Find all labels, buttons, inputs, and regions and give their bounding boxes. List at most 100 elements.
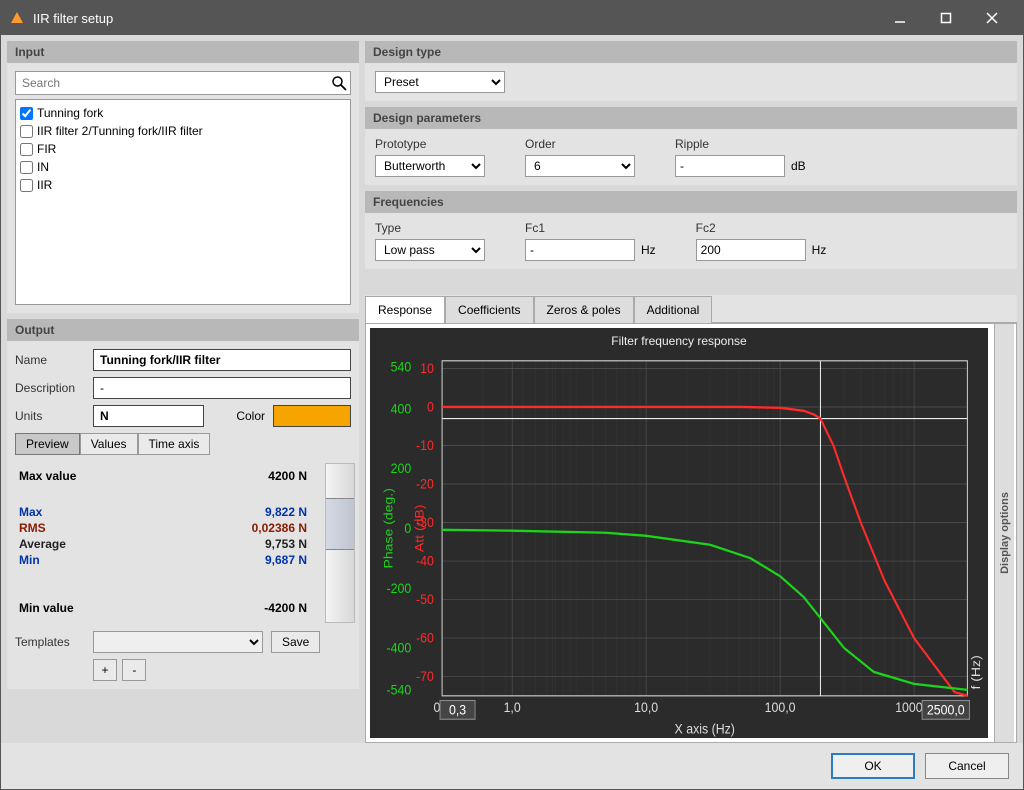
response-chart[interactable]: Filter frequency response 100-10-20-30-4…: [370, 328, 988, 738]
templates-select[interactable]: [93, 631, 263, 653]
input-checkbox[interactable]: [20, 107, 33, 120]
minvalue-label: Min value: [19, 601, 74, 615]
maximize-button[interactable]: [923, 1, 969, 35]
input-item-label: Tunning fork: [37, 106, 103, 120]
svg-text:-20: -20: [416, 476, 434, 492]
svg-text:10: 10: [420, 360, 434, 376]
frequencies-header: Frequencies: [365, 191, 1017, 213]
name-input[interactable]: [93, 349, 351, 371]
cancel-button[interactable]: Cancel: [925, 753, 1009, 779]
svg-text:540: 540: [391, 359, 412, 375]
tab-coefficients[interactable]: Coefficients: [445, 296, 533, 323]
input-item-label: IIR: [37, 178, 52, 192]
svg-text:0,3: 0,3: [449, 702, 466, 718]
stats-panel: Max value4200 N Max9,822 N RMS0,02386 N …: [15, 463, 351, 621]
save-template-button[interactable]: Save: [271, 631, 320, 653]
maxvalue: 4200 N: [268, 469, 307, 483]
footer: OK Cancel: [1, 743, 1023, 789]
svg-text:Att (dB): Att (dB): [412, 505, 426, 553]
fc2-unit: Hz: [812, 243, 827, 257]
input-item-label: IN: [37, 160, 49, 174]
input-item-label: IIR filter 2/Tunning fork/IIR filter: [37, 124, 203, 138]
description-input[interactable]: [93, 377, 351, 399]
input-list-item[interactable]: Tunning fork: [20, 104, 346, 122]
tab-response[interactable]: Response: [365, 296, 445, 323]
input-list-item[interactable]: IN: [20, 158, 346, 176]
ok-button[interactable]: OK: [831, 753, 915, 779]
svg-text:f (Hz): f (Hz): [969, 655, 983, 689]
design-type-section: Design type Preset: [365, 41, 1017, 101]
input-section: Input Tunning forkIIR filter 2/Tunning f…: [7, 41, 359, 313]
svg-text:-40: -40: [416, 553, 434, 569]
ripple-label: Ripple: [675, 137, 806, 151]
rms-label: RMS: [19, 521, 46, 535]
view-tabs: PreviewValuesTime axis: [15, 433, 351, 455]
app-icon: [9, 10, 25, 26]
svg-text:-50: -50: [416, 591, 434, 607]
search-icon: [331, 75, 347, 94]
svg-text:-10: -10: [416, 437, 434, 453]
prototype-label: Prototype: [375, 137, 485, 151]
minimize-button[interactable]: [877, 1, 923, 35]
svg-text:-400: -400: [386, 640, 411, 656]
prototype-select[interactable]: Butterworth: [375, 155, 485, 177]
svg-text:-60: -60: [416, 630, 434, 646]
svg-text:200: 200: [391, 460, 412, 476]
view-tab-time-axis[interactable]: Time axis: [138, 433, 211, 455]
name-label: Name: [15, 353, 85, 367]
input-list-item[interactable]: FIR: [20, 140, 346, 158]
filter-type-select[interactable]: Low pass: [375, 239, 485, 261]
svg-text:10,0: 10,0: [634, 699, 658, 715]
input-checkbox[interactable]: [20, 125, 33, 138]
input-checkbox[interactable]: [20, 161, 33, 174]
search-input[interactable]: [15, 71, 351, 95]
input-list[interactable]: Tunning fork IIR filter 2/Tunning fork/II…: [15, 99, 351, 305]
minvalue: -4200 N: [264, 601, 307, 615]
fc1-label: Fc1: [525, 221, 656, 235]
input-checkbox[interactable]: [20, 179, 33, 192]
tab-additional[interactable]: Additional: [634, 296, 713, 323]
chart-title: Filter frequency response: [370, 334, 988, 348]
order-label: Order: [525, 137, 635, 151]
avg-value: 9,753 N: [265, 537, 307, 551]
frequencies-section: Frequencies Type Low pass Fc1 Hz: [365, 191, 1017, 269]
fc1-unit: Hz: [641, 243, 656, 257]
design-params-header: Design parameters: [365, 107, 1017, 129]
units-input[interactable]: [93, 405, 204, 427]
view-tab-values[interactable]: Values: [80, 433, 138, 455]
svg-text:100,0: 100,0: [765, 699, 796, 715]
input-list-item[interactable]: IIR filter 2/Tunning fork/IIR filter: [20, 122, 346, 140]
remove-template-button[interactable]: -: [122, 659, 146, 681]
maxvalue-label: Max value: [19, 469, 76, 483]
svg-text:1,0: 1,0: [504, 699, 521, 715]
rms-value: 0,02386 N: [252, 521, 307, 535]
max-label: Max: [19, 505, 42, 519]
units-label: Units: [15, 409, 85, 423]
close-button[interactable]: [969, 1, 1015, 35]
svg-text:Phase (deg.): Phase (deg.): [381, 488, 395, 568]
color-label: Color: [236, 409, 265, 423]
fc2-input[interactable]: [696, 239, 806, 261]
svg-text:-70: -70: [416, 669, 434, 685]
ripple-input[interactable]: [675, 155, 785, 177]
tab-zeros-poles[interactable]: Zeros & poles: [534, 296, 634, 323]
output-section: Output Name Description Units Color: [7, 319, 359, 689]
display-options-label: Display options: [999, 492, 1011, 574]
design-type-select[interactable]: Preset: [375, 71, 505, 93]
description-label: Description: [15, 381, 85, 395]
add-template-button[interactable]: +: [93, 659, 117, 681]
display-options-toggle[interactable]: Display options: [994, 324, 1014, 742]
view-tab-preview[interactable]: Preview: [15, 433, 80, 455]
avg-label: Average: [19, 537, 66, 551]
color-swatch[interactable]: [273, 405, 351, 427]
input-checkbox[interactable]: [20, 143, 33, 156]
svg-text:400: 400: [391, 401, 412, 417]
svg-text:0: 0: [404, 520, 411, 536]
svg-text:-540: -540: [386, 682, 411, 698]
fc1-input[interactable]: [525, 239, 635, 261]
order-select[interactable]: 6: [525, 155, 635, 177]
window-title: IIR filter setup: [33, 11, 113, 26]
svg-text:0: 0: [427, 399, 434, 415]
window: IIR filter setup Input Tunning forkIIR f…: [0, 0, 1024, 790]
input-list-item[interactable]: IIR: [20, 176, 346, 194]
